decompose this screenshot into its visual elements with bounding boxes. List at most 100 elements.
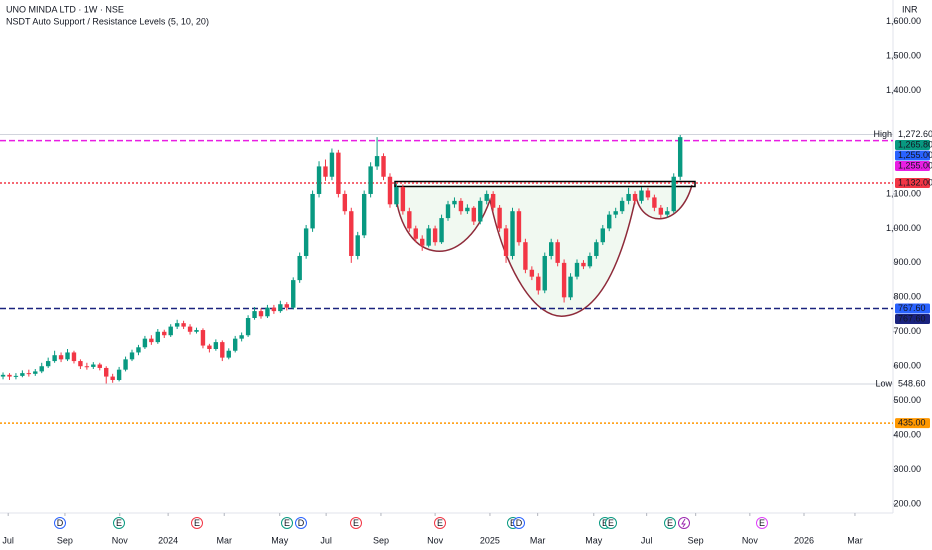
- candle-body: [420, 238, 425, 246]
- event-label: E: [759, 518, 765, 528]
- x-tick-label: Jul: [2, 535, 14, 545]
- candle-body: [97, 364, 102, 368]
- y-tick-label: 500.00: [893, 395, 921, 405]
- candle-body: [555, 242, 560, 263]
- event-label: E: [284, 518, 290, 528]
- event-badge: [281, 517, 293, 529]
- candle-body: [394, 187, 399, 205]
- y-tick-label: 200.00: [893, 498, 921, 508]
- candle-body: [478, 200, 483, 222]
- price-tag-label: 1,255.00: [898, 150, 932, 160]
- candle-body: [232, 338, 238, 351]
- price-tag-label: 435.00: [898, 417, 926, 427]
- candle-body: [149, 338, 154, 343]
- candle-body: [619, 200, 625, 212]
- x-tick-label: Nov: [427, 535, 444, 545]
- candle-body: [123, 359, 128, 370]
- y-tick-label: 700.00: [893, 326, 921, 336]
- y-tick-label: 600.00: [893, 361, 921, 371]
- candle-body: [336, 152, 341, 194]
- candle-body: [310, 193, 315, 229]
- price-tag-label: 1,255.00: [898, 160, 932, 170]
- candle-body: [581, 262, 586, 267]
- x-tick-label: May: [585, 535, 603, 545]
- x-tick-label: Nov: [112, 535, 129, 545]
- candle-body: [484, 193, 489, 201]
- price-tag-label: 1,132.00: [898, 177, 932, 187]
- x-tick-label: Nov: [742, 535, 759, 545]
- candle-body: [632, 193, 638, 201]
- event-label: E: [353, 518, 359, 528]
- candle-body: [465, 207, 470, 212]
- candle-body: [71, 352, 77, 362]
- candle-body: [452, 200, 457, 205]
- candle-body: [252, 311, 257, 318]
- candle-body: [516, 211, 522, 243]
- event-badge: [664, 517, 676, 529]
- candle-body: [665, 211, 670, 215]
- event-badge: [295, 517, 307, 529]
- candle-body: [174, 323, 180, 327]
- candle-body: [162, 331, 167, 336]
- y-tick-label: 1,400.00: [886, 85, 921, 95]
- x-tick-label: Mar: [530, 535, 546, 545]
- candle-body: [194, 330, 199, 332]
- candle-body: [400, 187, 406, 212]
- price-tag-label: 1,272.60: [898, 129, 932, 139]
- candle-body: [0, 374, 6, 377]
- candle-body: [355, 235, 360, 256]
- candle-body: [607, 214, 612, 229]
- candle-body: [65, 352, 70, 360]
- candle-body: [239, 335, 244, 339]
- x-tick-label: May: [271, 535, 289, 545]
- candle-body: [626, 193, 631, 201]
- candle-body: [549, 242, 554, 256]
- y-tick-label: 1,500.00: [886, 51, 921, 61]
- y-tick-label: 1,600.00: [886, 16, 921, 26]
- y-tick-label: 900.00: [893, 257, 921, 267]
- candle-body: [291, 280, 296, 308]
- y-tick-label: 400.00: [893, 430, 921, 440]
- candle-body: [671, 176, 676, 212]
- x-tick-label: 2026: [794, 535, 814, 545]
- candle-body: [342, 193, 348, 212]
- candle-body: [13, 375, 19, 377]
- candle-body: [349, 211, 354, 256]
- candle-body: [445, 204, 451, 219]
- event-label: E: [116, 518, 122, 528]
- candle-body: [84, 366, 90, 368]
- candle-body: [652, 197, 657, 208]
- candle-body: [271, 307, 277, 312]
- candle-body: [658, 207, 664, 215]
- candle-body: [104, 367, 109, 377]
- y-tick-label: 300.00: [893, 464, 921, 474]
- candle-body: [91, 364, 96, 367]
- candle-body: [33, 371, 38, 374]
- candle-body: [529, 269, 535, 277]
- candle-body: [220, 342, 225, 358]
- candle-body: [297, 255, 302, 281]
- candle-body: [387, 176, 393, 205]
- price-tag-caption: High: [873, 129, 892, 139]
- price-tag-label: 767.60: [898, 313, 926, 323]
- candle-body: [155, 331, 161, 343]
- candle-body: [600, 228, 605, 243]
- candle-body: [374, 156, 380, 167]
- event-label: E: [437, 518, 443, 528]
- candle-body: [181, 323, 186, 327]
- event-badge: [113, 517, 125, 529]
- x-tick-label: Sep: [373, 535, 389, 545]
- candle-body: [458, 200, 464, 212]
- candle-body: [510, 211, 515, 256]
- event-badge: [54, 517, 66, 529]
- candle-body: [303, 228, 309, 256]
- price-tag: [895, 418, 930, 429]
- candle-body: [245, 317, 251, 336]
- candle-body: [58, 355, 64, 360]
- event-label: D: [516, 518, 523, 528]
- price-tag: [895, 313, 930, 324]
- candle-body: [329, 152, 335, 177]
- x-tick-label: Sep: [688, 535, 704, 545]
- event-label: E: [602, 518, 608, 528]
- candle-body: [587, 255, 593, 267]
